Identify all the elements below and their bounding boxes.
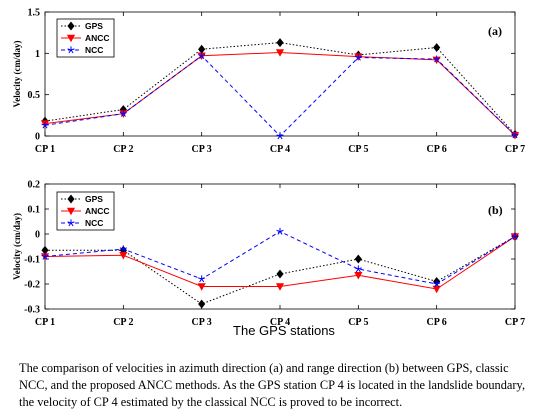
data-point <box>354 53 362 61</box>
data-point <box>354 254 362 264</box>
legend: GPS ANCC NCC <box>56 191 115 231</box>
data-point <box>197 283 206 291</box>
y-tick-label: 0 <box>35 132 40 143</box>
legend-label: GPS <box>85 21 103 31</box>
x-tick-label: CP 6 <box>427 144 447 155</box>
series-line <box>44 51 516 136</box>
x-tick-label: CP 3 <box>192 317 212 328</box>
legend-label: GPS <box>85 194 103 204</box>
y-tick-label: 0.5 <box>28 90 41 101</box>
data-point <box>275 283 285 291</box>
series-gps <box>41 232 519 309</box>
data-point <box>276 269 284 279</box>
y-axis-label: Velocity (cm/day) <box>12 41 22 108</box>
data-point <box>41 252 49 260</box>
data-point <box>275 49 285 57</box>
x-tick-label: CP 5 <box>348 144 368 155</box>
data-point <box>432 285 441 294</box>
data-point <box>119 245 127 253</box>
x-axis-title: The GPS stations <box>233 323 335 338</box>
data-point <box>433 43 441 53</box>
legend-label: NCC <box>85 45 103 55</box>
legend-marker <box>66 207 76 216</box>
data-point <box>433 55 441 63</box>
data-point <box>276 38 284 48</box>
data-point <box>354 265 362 273</box>
series-ancc <box>40 49 520 140</box>
y-tick-label: 0.2 <box>28 180 41 191</box>
x-tick-label: CP 7 <box>505 317 525 328</box>
y-tick-label: -0.3 <box>24 305 40 316</box>
legend-label: NCC <box>85 218 103 228</box>
chart-panel-b: -0.3 -0.2 -0.1 0 0.1 0.2 CP 1 CP 2 CP 3 CP 4 CP 5 C… <box>12 180 525 329</box>
x-tick-label: CP 5 <box>348 317 368 328</box>
legend-marker <box>67 21 75 31</box>
legend-label: ANCC <box>85 206 110 216</box>
data-point <box>41 121 49 129</box>
figure-caption: The comparison of velocities in azimuth … <box>19 361 526 410</box>
legend-marker <box>67 194 75 204</box>
panel-label: (a) <box>488 24 502 38</box>
panel-label: (b) <box>488 203 503 217</box>
legend: GPS ANCC NCC <box>56 18 115 58</box>
data-point <box>511 131 519 139</box>
data-point <box>198 52 206 60</box>
y-tick-label: 0 <box>35 230 40 241</box>
series-ncc <box>41 227 519 288</box>
y-tick-label: -0.1 <box>24 255 40 266</box>
y-axis-label: Velocity (cm/day) <box>12 213 22 280</box>
y-tick-label: -0.2 <box>24 280 40 291</box>
x-tick-label: CP 1 <box>35 317 55 328</box>
x-tick-label: CP 4 <box>270 317 290 328</box>
y-tick-label: 1 <box>35 49 40 60</box>
legend-marker <box>66 34 76 43</box>
data-point <box>198 299 206 309</box>
series-ncc <box>41 52 519 140</box>
data-point <box>276 227 284 235</box>
y-tick-label: 1.5 <box>28 8 41 19</box>
data-point <box>119 110 127 117</box>
data-point <box>198 275 206 283</box>
data-point <box>276 132 284 140</box>
legend-marker <box>67 219 75 227</box>
data-point <box>511 232 519 240</box>
figure: 0 0.5 1 1.5 CP 1 CP 2 CP 3 CP 4 CP 5 CP 6 CP 7 Velo… <box>12 8 525 339</box>
x-tick-label: CP 2 <box>113 317 133 328</box>
data-point <box>433 280 441 288</box>
plot-frame <box>44 11 516 137</box>
data-point <box>354 271 363 280</box>
x-tick-label: CP 3 <box>192 144 212 155</box>
data-point <box>198 44 206 54</box>
x-tick-label: CP 7 <box>505 144 525 155</box>
series-ancc <box>40 233 520 294</box>
data-point <box>119 251 128 260</box>
x-tick-label: CP 1 <box>35 144 55 155</box>
x-tick-label: CP 6 <box>427 317 447 328</box>
legend-marker <box>67 46 75 54</box>
x-tick-label: CP 2 <box>113 144 133 155</box>
series-line <box>44 236 516 290</box>
chart-panel-a: 0 0.5 1 1.5 CP 1 CP 2 CP 3 CP 4 CP 5 CP 6 CP 7 Velo… <box>12 8 525 156</box>
legend-label: ANCC <box>85 33 110 43</box>
x-tick-label: CP 4 <box>270 144 290 155</box>
y-tick-label: 0.1 <box>28 205 41 216</box>
